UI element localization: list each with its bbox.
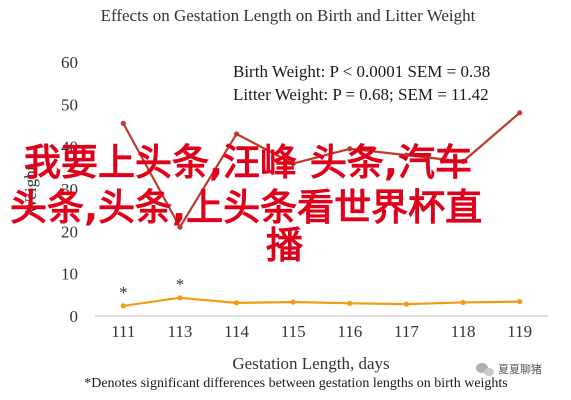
stats-line: Litter Weight: P = 0.68; SEM = 11.42 <box>233 85 489 104</box>
x-tick-label: 118 <box>451 322 476 341</box>
y-tick-label: 10 <box>61 265 78 284</box>
x-tick-label: 119 <box>507 322 532 341</box>
significance-markers: * * <box>119 275 184 302</box>
series-layer <box>120 110 523 309</box>
series-line <box>123 296 520 307</box>
y-tick-label: 0 <box>70 307 79 326</box>
x-tick-label: 111 <box>111 322 135 341</box>
data-point <box>403 301 410 307</box>
data-point <box>290 299 296 305</box>
stats-box: Birth Weight: P < 0.0001 SEM = 0.38 Litte… <box>233 62 490 104</box>
overlay-line: 我要上头条,汪峰 头条,汽车 <box>24 141 472 184</box>
data-point <box>120 120 126 126</box>
chart-title: Effects on Gestation Length on Birth and… <box>101 6 476 25</box>
x-tick-label: 114 <box>224 322 249 341</box>
overlay-line: 播 <box>266 224 304 267</box>
data-point <box>517 110 523 116</box>
watermark: 夏夏聊猪 <box>476 362 542 376</box>
data-point <box>233 131 240 137</box>
x-axis-label: Gestation Length, days <box>232 354 389 373</box>
data-point <box>347 146 353 152</box>
significance-marker: * <box>176 275 185 294</box>
significance-marker: * <box>119 283 128 302</box>
data-point <box>233 300 240 306</box>
data-point <box>460 299 466 306</box>
watermark-text: 夏夏聊猪 <box>498 362 542 376</box>
y-tick-label: 30 <box>61 180 78 199</box>
y-tick-label: 20 <box>61 222 78 241</box>
data-point <box>347 300 353 306</box>
series-line <box>122 111 521 229</box>
wechat-icon <box>476 363 494 376</box>
data-point <box>460 158 466 165</box>
x-tick-label: 115 <box>281 322 306 341</box>
data-point <box>177 295 183 301</box>
data-point <box>403 152 410 158</box>
y-tick-label: 40 <box>61 138 78 157</box>
data-point <box>517 299 523 305</box>
y-tick-label: 50 <box>61 95 78 114</box>
footnote: *Denotes significant differences between… <box>84 376 508 391</box>
stats-line: Birth Weight: P < 0.0001 SEM = 0.38 <box>233 62 490 81</box>
data-point <box>120 303 126 309</box>
x-tick-label: 116 <box>337 322 362 341</box>
data-point <box>290 161 296 167</box>
x-tick-label: 117 <box>394 322 419 341</box>
y-axis-label: Weight <box>21 165 40 214</box>
x-tick-label: 113 <box>168 322 193 341</box>
data-point <box>177 224 183 230</box>
y-axis: 0 10 20 30 40 50 60 <box>61 53 78 326</box>
overlay-line: 头条,头条,上头条看世界杯直 <box>10 186 482 229</box>
x-axis: 111 113 114 115 116 117 118 119 <box>111 322 532 341</box>
y-tick-label: 60 <box>61 53 78 72</box>
